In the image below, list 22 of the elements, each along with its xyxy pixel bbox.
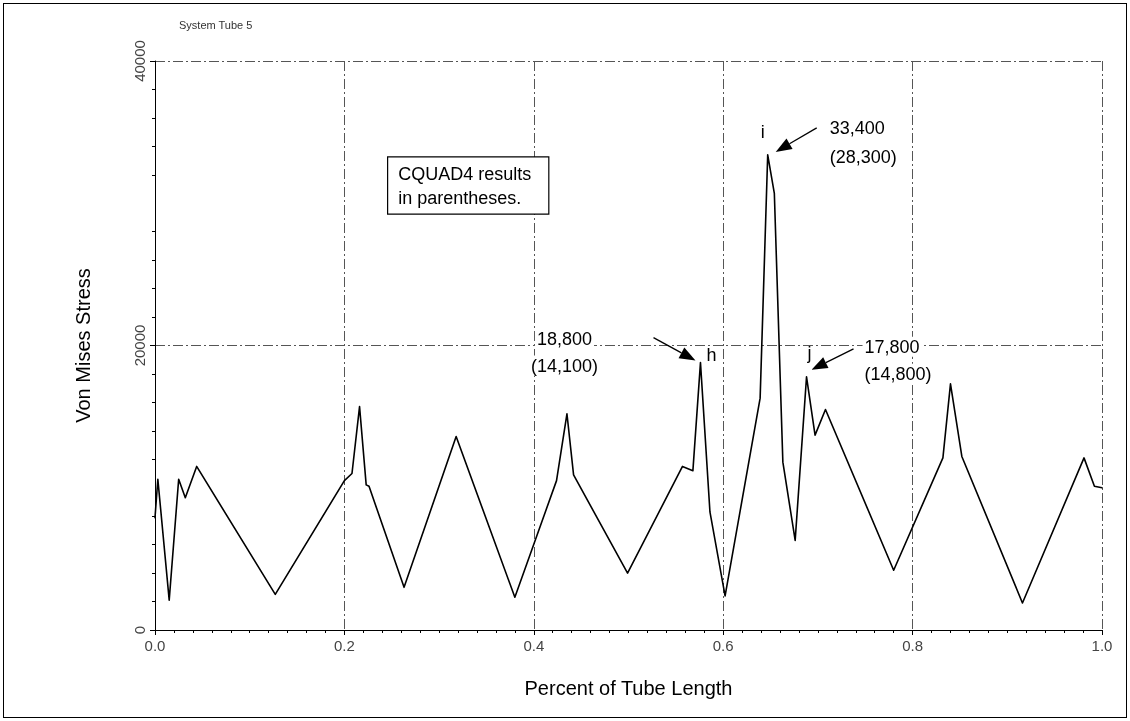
annotation: 17,800 [864,336,920,357]
y-tick-label: 0 [131,625,148,635]
x-tick-label: 0.0 [144,637,166,654]
annotation: CQUAD4 results in parentheses. [398,163,537,208]
x-tick-label: 0.6 [712,637,734,654]
annotation: j [806,342,812,363]
annotation: 33,400 [829,117,885,138]
x-tick-label: 0.4 [523,637,545,654]
y-axis-title: Von Mises Stress [72,268,94,423]
x-tick-label: 1.0 [1091,637,1113,654]
annotation: (14,800) [864,363,932,384]
annotation: (28,300) [829,146,897,167]
x-tick-label: 0.2 [333,637,355,654]
x-tick-label: 0.8 [902,637,924,654]
chart-title: System Tube 5 [179,18,253,31]
x-axis-title: Percent of Tube Length [524,677,733,699]
annotation: i [760,121,765,142]
annotation: 18,800 [536,328,592,349]
y-tick-label: 20000 [131,324,148,367]
y-tick-label: 40000 [131,40,148,82]
annotation: h [706,344,717,365]
annotation: (14,100) [530,355,598,376]
